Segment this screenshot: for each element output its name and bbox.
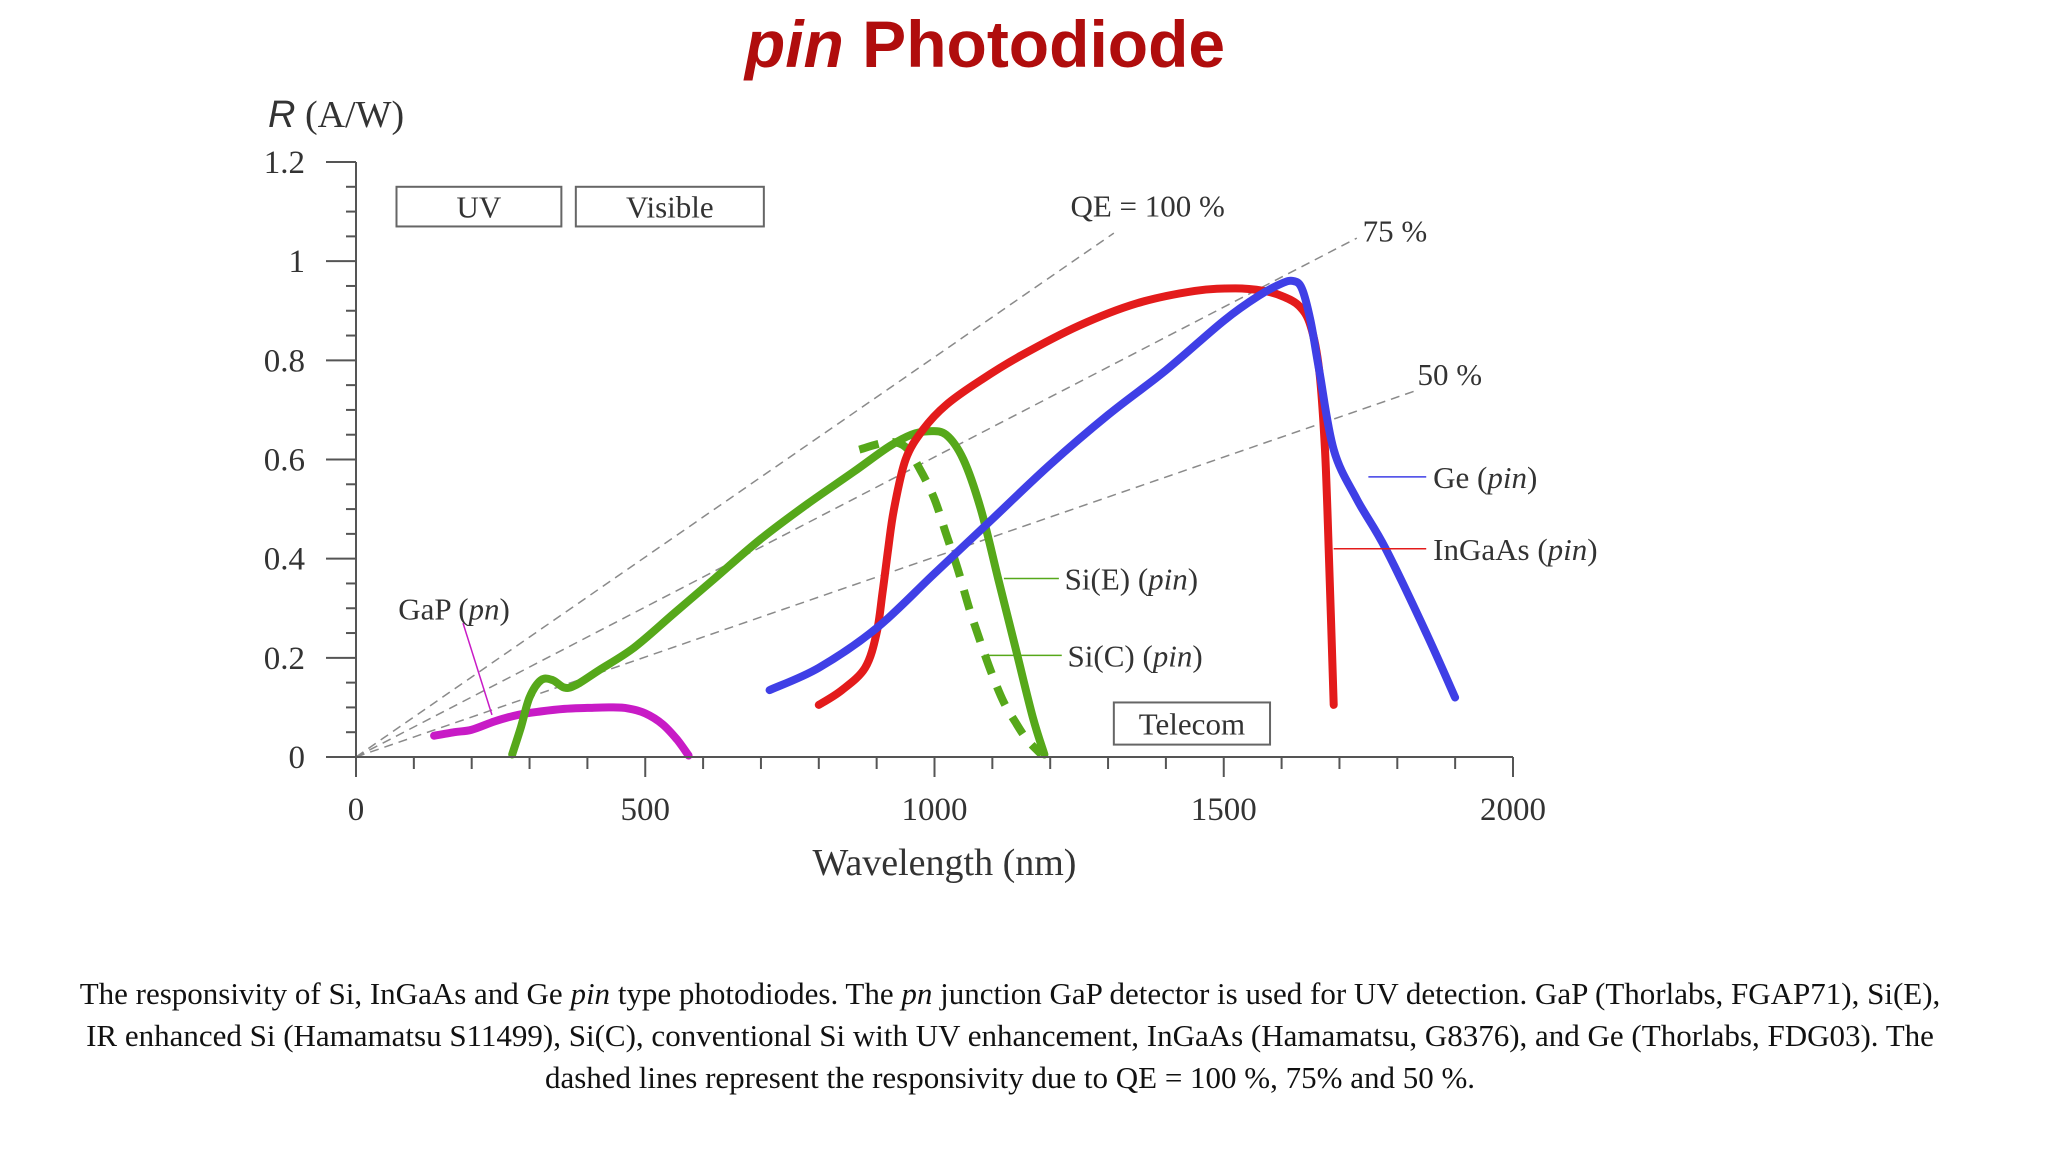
series-line <box>430 703 693 760</box>
y-tick-label: 1.2 <box>264 145 305 181</box>
qe-line-label: QE = 100 % <box>1070 189 1224 224</box>
region-box-label: Telecom <box>1139 707 1245 742</box>
series-label: Si(E) (pin) <box>1065 562 1198 597</box>
responsivity-chart: QE = 100 % 75 % 50 % UV Visible Telecom 0 500… <box>264 94 1598 884</box>
series-label-part: ) <box>1527 460 1537 495</box>
series-label: InGaAs (pin) <box>1433 532 1597 567</box>
y-axis-title-unit: (A/W) <box>295 94 404 136</box>
y-tick-label: 0.4 <box>264 542 305 578</box>
series-leader-line <box>462 622 493 716</box>
region-box <box>395 185 563 228</box>
series-label: Ge (pin) <box>1433 460 1537 495</box>
qe-line <box>355 232 1115 758</box>
slide-title-rest: Photodiode <box>843 7 1226 81</box>
figure-caption: The responsivity of Si, InGaAs and Ge pi… <box>70 973 1950 1099</box>
x-tick-label: 0 <box>348 792 365 828</box>
region-boxes: UV Visible Telecom <box>395 185 1272 746</box>
slide-title-italic: pin <box>744 7 844 81</box>
series-label-part: pn <box>467 591 500 626</box>
series-label-part: pin <box>1485 460 1527 495</box>
region-box-label: Visible <box>626 190 714 225</box>
qe-line-label: 50 % <box>1418 357 1483 392</box>
x-tick-label: 1000 <box>902 792 968 828</box>
caption-part: type photodiodes. The <box>610 976 902 1011</box>
series-line <box>858 438 1045 758</box>
y-tick-label: 0.6 <box>264 443 305 479</box>
series-label: GaP (pn) <box>398 591 510 626</box>
y-axis-title-symbol: R <box>268 94 295 136</box>
series-label-part: ) <box>1587 532 1597 567</box>
data-series <box>430 276 1460 760</box>
x-axis-title: Wavelength (nm) <box>813 842 1077 884</box>
caption-part: junction GaP detector is used for UV det… <box>86 976 1941 1095</box>
x-tick-label: 2000 <box>1480 792 1546 828</box>
region-box <box>1112 701 1272 746</box>
caption-part: pin <box>570 976 611 1011</box>
series-label-part: pin <box>1151 638 1193 673</box>
series-label-part: Ge ( <box>1433 460 1487 495</box>
qe-line-label: 75 % <box>1363 213 1428 248</box>
y-tick-label: 0 <box>289 740 306 776</box>
caption-part: pn <box>901 976 933 1011</box>
y-tick-label: 1 <box>289 244 306 280</box>
axes: 0 500 1000 1500 2000 0 0.2 0.4 0.6 0.8 1 1.2 Wavelen… <box>264 94 1546 884</box>
series-labels: GaP (pn)Si(E) (pin)Si(C) (pin)InGaAs (pi… <box>398 460 1598 716</box>
slide-title: pin Photodiode <box>0 6 1970 82</box>
series-label-part: ) <box>500 591 510 626</box>
y-tick-label: 0.2 <box>264 641 305 677</box>
x-tick-label: 1500 <box>1191 792 1257 828</box>
series-line <box>508 427 1049 759</box>
y-tick-label: 0.8 <box>264 343 305 379</box>
caption-part: The responsivity of Si, InGaAs and Ge <box>79 976 571 1011</box>
series-label-part: ) <box>1188 562 1198 597</box>
qe-line <box>355 237 1358 758</box>
region-box-label: UV <box>457 190 502 225</box>
series-label-part: GaP ( <box>398 591 468 626</box>
x-tick-label: 500 <box>621 792 671 828</box>
series-label-part: pin <box>1146 562 1188 597</box>
region-box <box>574 185 765 228</box>
series-line <box>765 276 1460 702</box>
series-label-part: pin <box>1546 532 1588 567</box>
series-label: Si(C) (pin) <box>1068 638 1203 673</box>
series-label-part: Si(C) ( <box>1068 638 1153 673</box>
y-axis-title: R (A/W) <box>268 94 404 136</box>
series-label-part: ) <box>1192 638 1202 673</box>
series-label-part: InGaAs ( <box>1433 532 1548 567</box>
series-label-part: Si(E) ( <box>1065 562 1149 597</box>
